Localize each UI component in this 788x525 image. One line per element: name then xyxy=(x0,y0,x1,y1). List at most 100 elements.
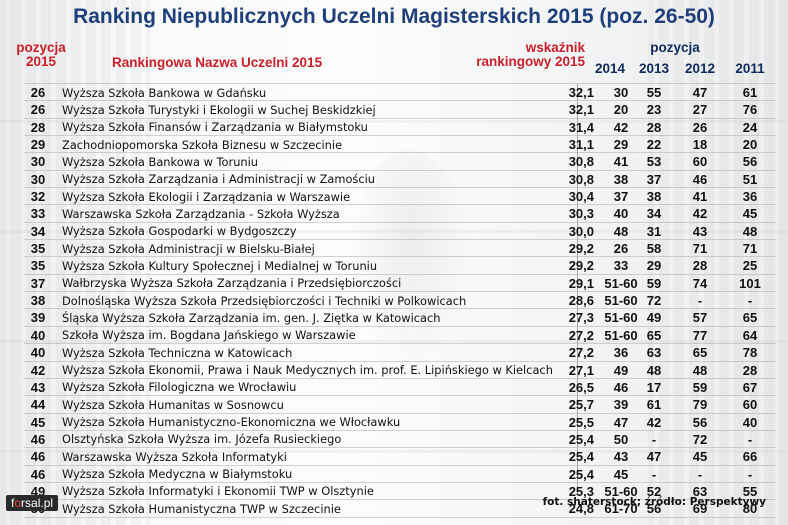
position-2013-cell: 52 xyxy=(646,483,662,499)
position-2013-cell: 49 xyxy=(646,310,662,326)
position-cell: 35 xyxy=(30,241,46,257)
position-2012-cell: 63 xyxy=(692,483,708,499)
position-2012-cell: 65 xyxy=(692,345,708,361)
position-2014-cell: 51-60 xyxy=(604,483,638,499)
university-name-cell: Wyższa Szkoła Humanistyczna TWP w Szczec… xyxy=(62,501,341,516)
table-row: 49 Wyższa Szkoła Informatyki i Ekonomii T… xyxy=(24,483,776,501)
position-2011-cell: 56 xyxy=(742,154,758,170)
header-position-2015-line2: 2015 xyxy=(25,54,57,69)
position-2011-cell: 61 xyxy=(742,85,758,100)
header-position-2015-line1: pozycja xyxy=(16,40,66,55)
position-2011-cell: 48 xyxy=(742,223,758,239)
position-2013-cell: 23 xyxy=(646,102,662,118)
university-name-cell: Wyższa Szkoła Techniczna w Katowicach xyxy=(62,345,293,360)
position-cell: 30 xyxy=(30,154,46,170)
university-name-cell: Szkoła Wyższa im. Bogdana Jańskiego w Wa… xyxy=(62,328,356,343)
position-2013-cell: 63 xyxy=(646,345,662,361)
table-row: 42 Wyższa Szkoła Ekonomii, Prawa i Nauk M… xyxy=(24,362,776,379)
university-name-cell: Wyższa Szkoła Bankowa w Toruniu xyxy=(62,154,259,169)
position-2011-cell: - xyxy=(747,466,753,482)
forsal-logo: forsal.pl xyxy=(6,495,59,511)
header-year-2011: 2011 xyxy=(735,61,765,76)
position-2014-cell: 50 xyxy=(613,431,629,447)
position-2011-cell: 60 xyxy=(742,397,758,413)
position-2014-cell: 41 xyxy=(613,154,629,170)
position-2012-cell: 59 xyxy=(692,379,708,395)
score-cell: 27,2 xyxy=(568,327,594,343)
position-2012-cell: 43 xyxy=(692,223,708,239)
table-row: 45 Wyższa Szkoła Humanistyczno-Ekonomiczn… xyxy=(24,414,776,431)
table-row: 38 Dolnośląska Wyższa Szkoła Przedsiębior… xyxy=(24,292,776,310)
position-2014-cell: 43 xyxy=(613,449,629,465)
position-2013-cell: 55 xyxy=(646,85,662,100)
score-cell: 30,4 xyxy=(568,189,594,205)
university-name-cell: Wyższa Szkoła Informatyki i Ekonomii TWP… xyxy=(62,484,374,499)
score-cell: 25,7 xyxy=(568,397,594,413)
position-2011-cell: 71 xyxy=(742,241,758,257)
position-2011-cell: 65 xyxy=(742,310,758,326)
position-2014-cell: 39 xyxy=(613,397,629,413)
table-row: 39 Śląska Wyższa Szkoła Zarządzania im. g… xyxy=(24,309,776,327)
table-row: 43 Wyższa Szkoła Filologiczna we Wrocławi… xyxy=(24,379,776,397)
position-2011-cell: 66 xyxy=(742,449,758,465)
position-2014-cell: 26 xyxy=(613,241,629,257)
score-cell: 25,4 xyxy=(568,431,594,447)
position-2013-cell: 56 xyxy=(646,501,662,517)
position-2014-cell: 51-60 xyxy=(604,293,638,309)
score-cell: 30,8 xyxy=(568,154,594,170)
table-row: 35 Wyższa Szkoła Administracji w Bielsku-… xyxy=(24,240,776,258)
position-2013-cell: 38 xyxy=(646,189,662,205)
position-2012-cell: - xyxy=(697,293,703,309)
position-2012-cell: 45 xyxy=(692,449,708,465)
table-row: 46 Warszawska Wyższa Szkoła Informatyki 25… xyxy=(24,448,776,466)
page-title: Ranking Niepublicznych Uczelni Magisters… xyxy=(73,5,715,28)
score-cell: 30,0 xyxy=(568,223,594,239)
score-cell: 32,1 xyxy=(568,85,594,100)
university-name-cell: Wyższa Szkoła Administracji w Bielsku-Bi… xyxy=(62,241,315,256)
position-cell: 39 xyxy=(30,310,46,326)
position-2011-cell: 45 xyxy=(742,206,758,222)
table-row: 37 Wałbrzyska Wyższa Szkoła Zarządzania i… xyxy=(24,275,776,293)
table-row: 44 Wyższa Szkoła Humanitas w Sosnowcu 25,7… xyxy=(24,396,776,414)
position-2013-cell: - xyxy=(651,466,657,482)
table-row: 26 Wyższa Szkoła Turystyki i Ekologii w S… xyxy=(24,101,776,119)
university-name-cell: Wyższa Szkoła Ekonomii, Prawa i Nauk Med… xyxy=(62,363,553,377)
position-cell: 42 xyxy=(30,362,46,378)
score-cell: 29,2 xyxy=(568,258,594,274)
position-2014-cell: 47 xyxy=(613,414,629,430)
university-name-cell: Śląska Wyższa Szkoła Zarządzania im. gen… xyxy=(62,310,441,325)
university-name-cell: Wyższa Szkoła Ekologii i Zarządzania w W… xyxy=(62,189,351,204)
position-cell: 43 xyxy=(30,379,46,395)
position-2014-cell: 30 xyxy=(613,85,629,100)
position-2012-cell: 47 xyxy=(692,85,708,100)
score-cell: 31,1 xyxy=(568,137,594,153)
position-2014-cell: 51-60 xyxy=(604,327,638,343)
position-2012-cell: 26 xyxy=(692,119,708,135)
score-cell: 27,3 xyxy=(568,310,594,326)
university-name-cell: Wyższa Szkoła Zarządzania i Administracj… xyxy=(62,172,375,187)
position-2011-cell: 80 xyxy=(742,501,758,517)
table-row: 35 Wyższa Szkoła Kultury Społecznej i Med… xyxy=(24,257,776,275)
position-2011-cell: 25 xyxy=(742,258,758,274)
position-2011-cell: 40 xyxy=(742,414,758,430)
table-row: 26 Wyższa Szkoła Bankowa w Gdańsku 32,1 30 5… xyxy=(24,83,776,102)
position-2014-cell: 45 xyxy=(613,466,629,482)
position-cell: 45 xyxy=(30,414,46,430)
score-cell: 30,3 xyxy=(568,206,594,222)
score-cell: 25,4 xyxy=(568,466,594,482)
university-name-cell: Warszawska Wyższa Szkoła Informatyki xyxy=(62,449,287,464)
university-name-cell: Wyższa Szkoła Kultury Społecznej i Media… xyxy=(62,258,378,273)
position-2014-cell: 61-70 xyxy=(604,501,638,517)
position-cell: 29 xyxy=(30,137,46,153)
position-2011-cell: 36 xyxy=(742,189,758,205)
position-2014-cell: 20 xyxy=(613,102,629,118)
table-row: 40 Szkoła Wyższa im. Bogdana Jańskiego w … xyxy=(24,327,776,345)
position-cell: 28 xyxy=(30,119,46,135)
position-2011-cell: 76 xyxy=(742,102,758,118)
position-cell: 38 xyxy=(30,293,46,309)
position-cell: 30 xyxy=(30,171,46,187)
score-cell: 27,1 xyxy=(568,362,594,378)
university-name-cell: Wyższa Szkoła Filologiczna we Wrocławiu xyxy=(62,380,297,395)
position-2013-cell: 65 xyxy=(646,327,662,343)
